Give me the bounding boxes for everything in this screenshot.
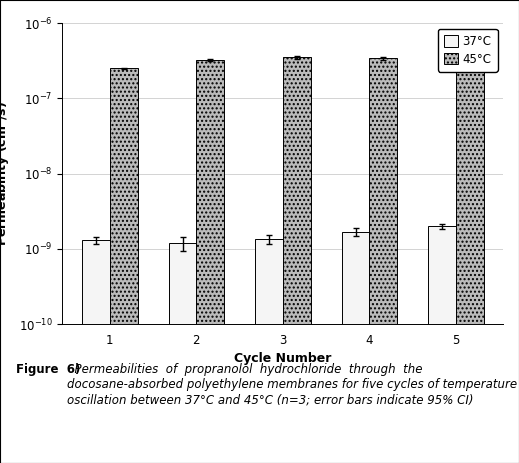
X-axis label: Cycle Number: Cycle Number [234, 352, 332, 365]
Bar [370, 58, 397, 463]
Bar [169, 243, 196, 463]
Text: Figure  6): Figure 6) [16, 363, 80, 376]
Bar [196, 60, 224, 463]
Bar [428, 226, 456, 463]
Legend: 37°C, 45°C: 37°C, 45°C [438, 29, 498, 72]
Bar [110, 69, 138, 463]
Bar [255, 239, 283, 463]
Text: Permeabilities  of  propranolol  hydrochloride  through  the
docosane-absorbed p: Permeabilities of propranolol hydrochlor… [67, 363, 517, 407]
Bar [456, 59, 484, 463]
Bar [283, 57, 310, 463]
Bar [82, 240, 110, 463]
Y-axis label: Permeability (cm$^2$/s): Permeability (cm$^2$/s) [0, 101, 13, 246]
Bar [342, 232, 370, 463]
